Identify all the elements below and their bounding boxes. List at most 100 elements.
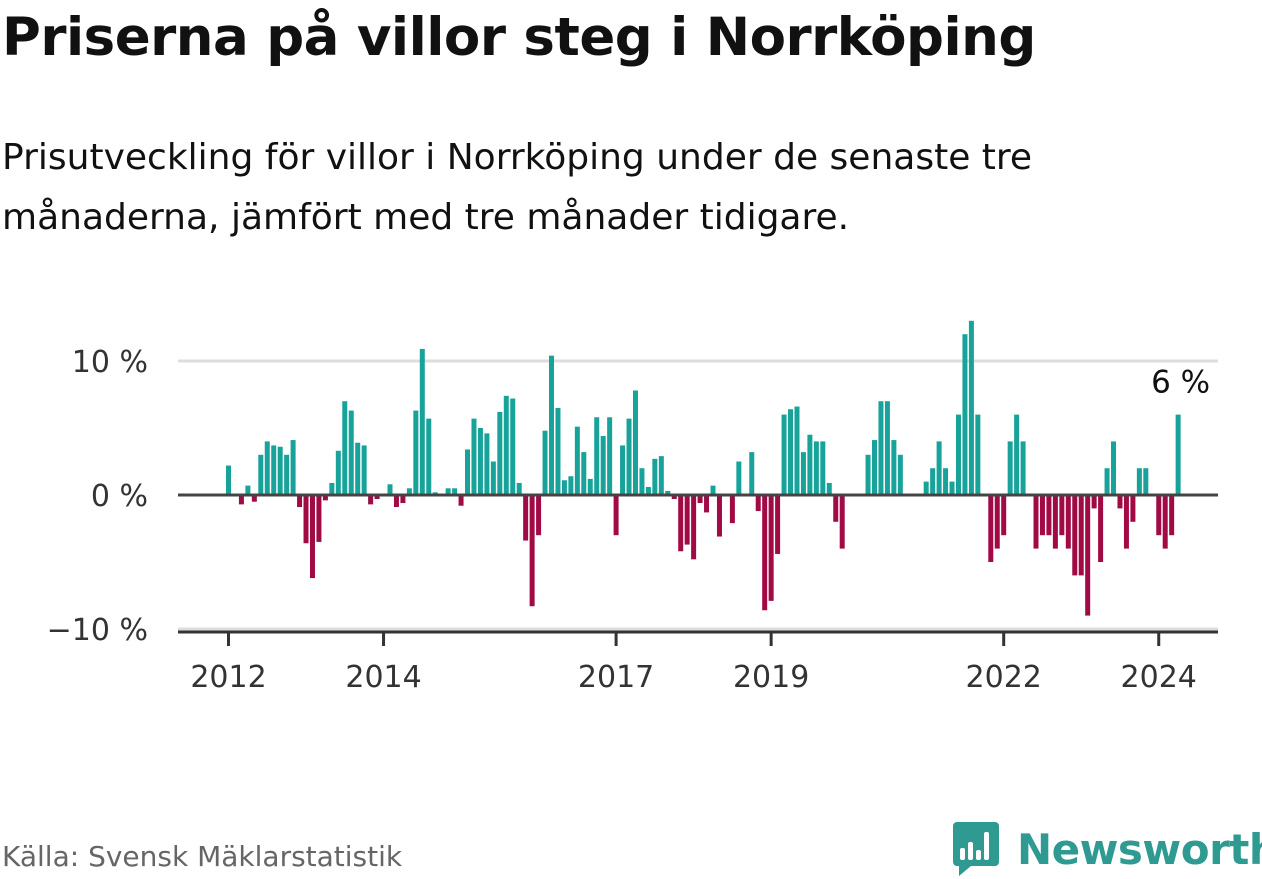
- bar: [1046, 495, 1052, 536]
- bar: [277, 446, 283, 495]
- bar: [1052, 495, 1058, 549]
- bar: [1143, 468, 1149, 495]
- bar: [264, 441, 270, 495]
- bar: [652, 458, 658, 495]
- bar: [561, 480, 567, 495]
- bar: [729, 495, 735, 524]
- bar: [348, 410, 354, 495]
- bar: [658, 456, 664, 495]
- bar: [897, 454, 903, 495]
- bar: [251, 495, 257, 502]
- bar: [322, 495, 328, 501]
- y-tick-label: −10 %: [47, 613, 148, 648]
- bar: [613, 495, 619, 536]
- bar: [309, 495, 315, 579]
- bar: [426, 418, 432, 495]
- bar: [1104, 468, 1110, 495]
- bar: [342, 401, 348, 495]
- bar: [549, 355, 554, 495]
- bar: [258, 454, 264, 495]
- x-tick-label: 2024: [1121, 660, 1197, 695]
- bar: [626, 418, 632, 495]
- bar: [568, 476, 574, 495]
- bar: [697, 495, 703, 504]
- bar: [736, 461, 742, 495]
- bar: [536, 495, 542, 536]
- bar: [691, 495, 697, 560]
- bar: [574, 426, 580, 495]
- bar: [943, 468, 949, 495]
- bar: [975, 414, 981, 495]
- bar: [1001, 495, 1007, 536]
- axes: [178, 493, 1218, 646]
- brand-name: Newsworthy: [1017, 824, 1262, 874]
- bar: [594, 417, 600, 495]
- bar: [1169, 495, 1175, 536]
- bar: [600, 436, 606, 495]
- axis-labels: 10 % 0 % −10 % 2012 2014 2017 2019 2022 2024 6 %: [47, 345, 1210, 695]
- bar: [329, 482, 335, 495]
- y-tick-label: 10 %: [72, 345, 148, 380]
- bar: [1175, 414, 1181, 495]
- bar: [271, 445, 277, 495]
- bar-chart-logo-icon: [953, 822, 999, 876]
- bar: [316, 495, 322, 542]
- bar: [749, 452, 755, 495]
- bar: [788, 409, 794, 495]
- x-tick-label: 2022: [966, 660, 1042, 695]
- chart-subtitle: Prisutveckling för villor i Norrköping u…: [2, 137, 1033, 238]
- bar: [238, 495, 244, 505]
- bar: [807, 434, 813, 495]
- x-tick-label: 2014: [345, 660, 421, 695]
- bar: [665, 490, 671, 495]
- bar: [368, 495, 374, 505]
- x-tick-label: 2017: [578, 660, 654, 695]
- bar: [839, 495, 845, 549]
- bar: [497, 411, 503, 495]
- bar: [477, 428, 483, 495]
- bar: [374, 495, 380, 500]
- bar: [587, 478, 593, 495]
- bar: [490, 461, 496, 495]
- bar: [400, 495, 406, 504]
- bar: [923, 481, 929, 495]
- bar: [781, 414, 787, 495]
- bar: [813, 441, 819, 495]
- bar: [639, 468, 645, 495]
- bar: [775, 495, 781, 554]
- bar: [891, 440, 897, 495]
- bar: [645, 486, 651, 495]
- bar: [1162, 495, 1168, 549]
- bar: [303, 495, 309, 544]
- bar: [245, 485, 251, 495]
- bar: [361, 445, 367, 495]
- bar: [529, 495, 535, 607]
- bar: [297, 495, 303, 508]
- bar: [406, 488, 412, 495]
- bar: [678, 495, 684, 552]
- bar: [516, 482, 522, 495]
- x-tick-label: 2012: [190, 660, 266, 695]
- bar: [1123, 495, 1129, 549]
- bar: [355, 442, 361, 495]
- bar: [704, 495, 710, 513]
- bar: [755, 495, 761, 512]
- bar: [1033, 495, 1039, 549]
- bar: [968, 320, 974, 495]
- bar: [1072, 495, 1078, 576]
- bar: [671, 495, 677, 500]
- bar: [555, 407, 561, 495]
- bar: [413, 410, 419, 495]
- bar: [1091, 495, 1097, 509]
- bar: [820, 441, 826, 495]
- bar: [1007, 441, 1013, 495]
- bar: [994, 495, 1000, 549]
- bar: [762, 495, 768, 611]
- bar: [465, 449, 471, 495]
- bar: [1130, 495, 1136, 522]
- bar: [1020, 441, 1026, 495]
- bar: [1156, 495, 1162, 536]
- bar: [523, 495, 529, 541]
- bar: [471, 418, 477, 495]
- bar: [710, 485, 716, 495]
